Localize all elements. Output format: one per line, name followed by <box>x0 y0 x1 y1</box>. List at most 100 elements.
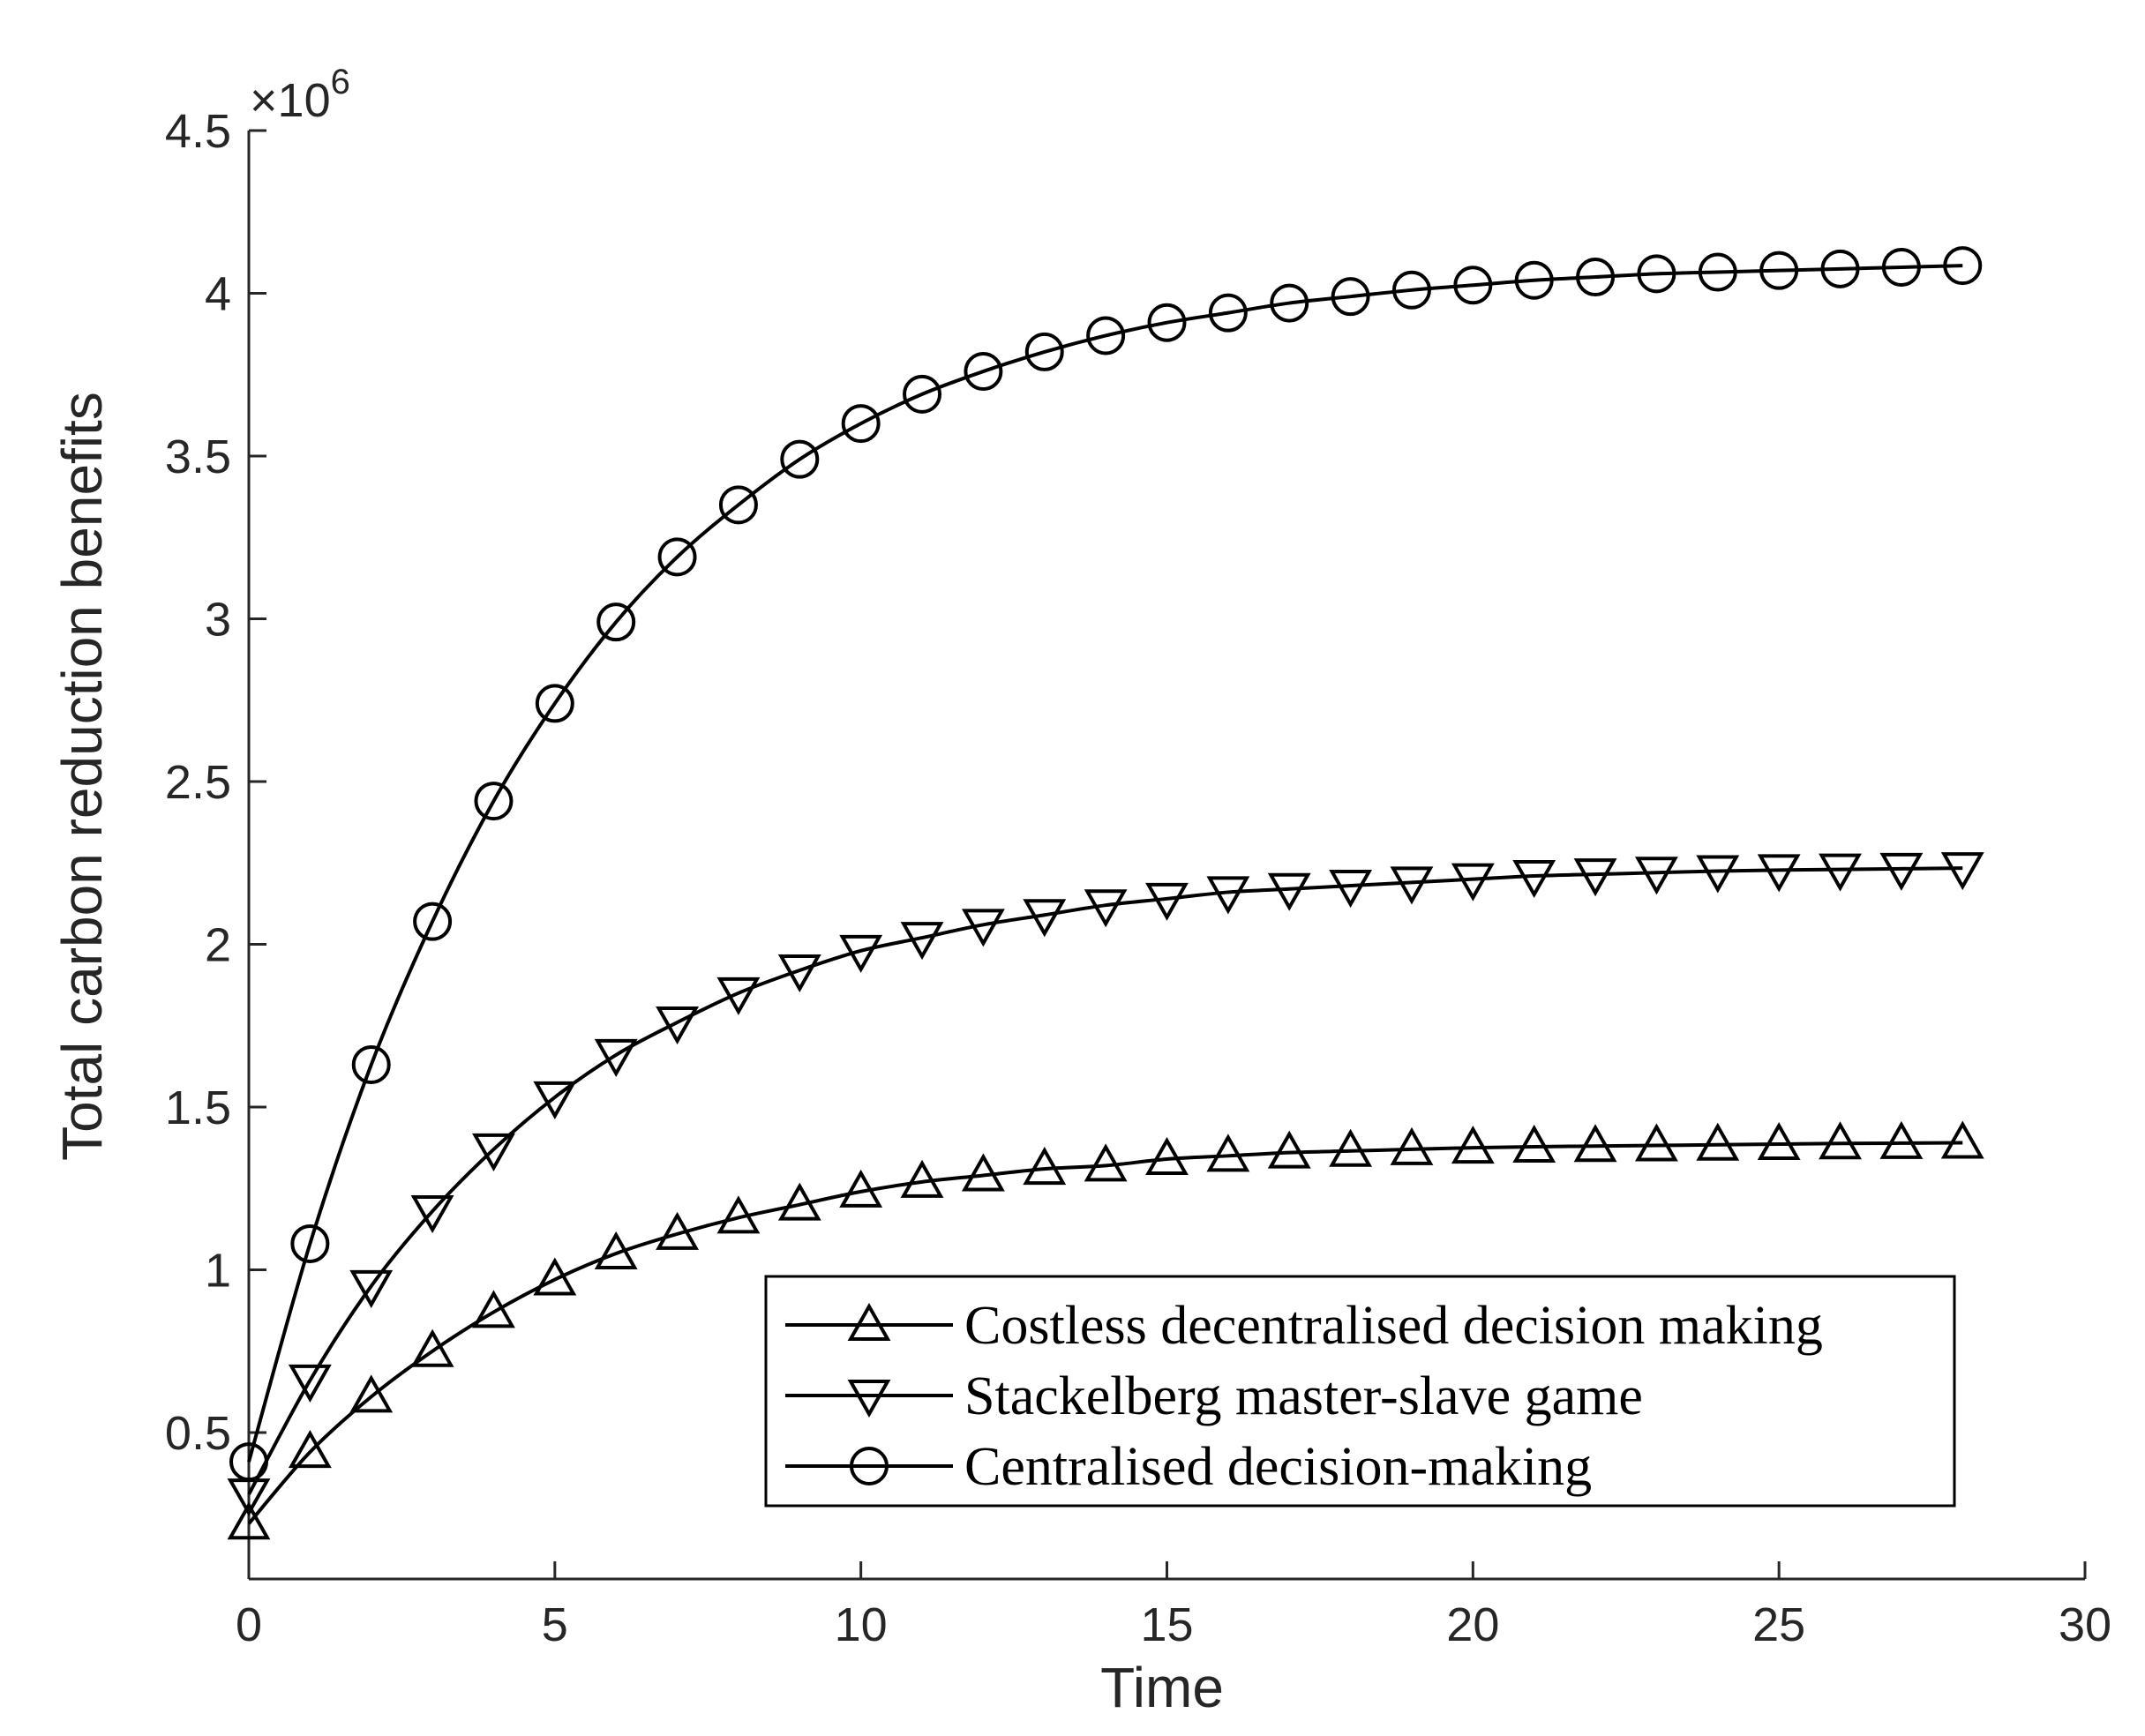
series-layer <box>227 246 1984 1540</box>
data-point <box>533 1257 577 1296</box>
y-tick-label: 2 <box>205 918 231 971</box>
data-point <box>656 1006 700 1045</box>
data-point <box>841 404 881 444</box>
series-3 <box>229 246 1983 1482</box>
data-point <box>1267 1130 1311 1169</box>
data-point <box>349 1374 394 1413</box>
data-point <box>1514 260 1554 300</box>
data-point <box>1573 1124 1617 1163</box>
y-axis-title: Total carbon reduction benefits <box>50 392 114 1161</box>
data-point <box>1024 332 1064 371</box>
data-point <box>1270 283 1309 323</box>
data-point <box>1512 859 1556 899</box>
x-tick-label: 15 <box>1140 1598 1193 1651</box>
y-exponent-prefix: ×10 <box>250 74 331 127</box>
data-point <box>1329 870 1373 909</box>
data-point <box>472 1290 515 1328</box>
data-point <box>1637 254 1676 294</box>
data-point <box>1698 252 1737 292</box>
legend-marker <box>847 1380 891 1418</box>
data-point <box>1819 1121 1862 1160</box>
data-point <box>1390 1126 1434 1165</box>
data-point <box>1757 854 1801 893</box>
legend-item-3: Centralised decision-making <box>785 1437 1592 1497</box>
x-tick-label: 30 <box>2059 1598 2111 1651</box>
legend-label: Centralised decision-making <box>964 1437 1592 1497</box>
legend-item-2: Stackelberg master-slave game <box>785 1366 1643 1426</box>
data-point <box>229 1442 268 1482</box>
axes: 0 5 10 15 20 25 30 0.5 1 1.5 2 2.5 3 3.5 4 4.5 <box>165 105 2111 1651</box>
data-point <box>349 1269 394 1308</box>
x-tick-label: 0 <box>236 1598 262 1651</box>
data-point <box>413 902 453 941</box>
y-tick-label: 1.5 <box>165 1081 231 1134</box>
data-point <box>657 537 697 577</box>
data-point <box>535 684 574 723</box>
legend-marker <box>850 1447 889 1485</box>
data-point <box>474 782 514 821</box>
data-point <box>1759 251 1799 290</box>
data-point <box>1696 855 1740 894</box>
data-point <box>1084 1143 1128 1182</box>
data-point <box>1940 852 1984 891</box>
data-point <box>1943 246 1983 286</box>
legend-marker <box>847 1302 891 1341</box>
data-point <box>1086 316 1126 355</box>
data-point <box>1267 872 1311 911</box>
data-point <box>1634 1123 1678 1162</box>
data-point <box>1879 852 1924 891</box>
data-point <box>716 976 761 1015</box>
data-point <box>594 1038 638 1077</box>
data-point <box>777 954 821 993</box>
data-point <box>961 909 1005 947</box>
data-point <box>716 1195 761 1234</box>
data-point <box>656 1211 700 1250</box>
data-point <box>1206 1134 1250 1172</box>
data-point <box>594 1231 638 1270</box>
data-point <box>903 374 942 414</box>
series-line <box>247 264 1963 1463</box>
y-tick-label: 2.5 <box>165 756 231 809</box>
data-point <box>1573 858 1617 897</box>
x-tick-label: 20 <box>1446 1598 1499 1651</box>
y-exponent-power: 6 <box>331 63 350 101</box>
data-point <box>1391 270 1431 310</box>
data-point <box>351 1044 391 1084</box>
data-point <box>1023 1147 1067 1186</box>
data-point <box>1145 882 1189 921</box>
data-point <box>1147 303 1187 342</box>
y-tick-label: 3.5 <box>165 430 231 483</box>
x-tick-label: 10 <box>835 1598 888 1651</box>
legend: Costless decentralised decision making St… <box>764 1275 1956 1508</box>
data-point <box>288 1364 332 1403</box>
x-axis-title: Time <box>1100 1656 1224 1719</box>
series-line <box>247 866 1963 1496</box>
data-point <box>900 922 944 961</box>
data-point <box>777 1182 821 1221</box>
data-point <box>1451 863 1495 902</box>
data-point <box>900 1159 944 1198</box>
x-tick-label: 5 <box>542 1598 568 1651</box>
data-point <box>1820 249 1860 288</box>
series-2 <box>227 852 1984 1517</box>
data-point <box>1084 889 1128 928</box>
data-point <box>472 1133 515 1171</box>
data-point <box>290 1223 330 1263</box>
series-1 <box>227 1120 1984 1540</box>
data-point <box>1940 1120 1984 1159</box>
legend-item-1: Costless decentralised decision making <box>785 1296 1823 1356</box>
data-point <box>780 439 820 479</box>
data-point <box>533 1081 577 1119</box>
data-point <box>410 1195 454 1234</box>
data-point <box>288 1430 332 1469</box>
legend-items: Costless decentralised decision making St… <box>785 1296 1823 1497</box>
legend-label: Costless decentralised decision making <box>964 1296 1823 1356</box>
data-point <box>1634 857 1678 895</box>
legend-label: Stackelberg master-slave game <box>964 1366 1643 1426</box>
data-point <box>1881 247 1921 287</box>
data-point <box>1512 1124 1556 1163</box>
data-point <box>1331 277 1370 317</box>
y-tick-label: 1 <box>205 1244 231 1297</box>
data-point <box>1390 866 1434 905</box>
data-point <box>1206 876 1250 915</box>
